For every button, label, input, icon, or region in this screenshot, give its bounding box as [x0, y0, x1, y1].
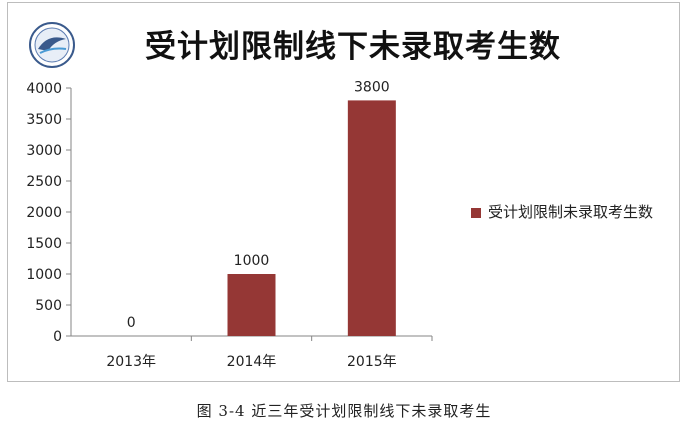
data-label: 1000 [234, 253, 270, 269]
chart-title: 受计划限制线下未录取考生数 [145, 29, 561, 65]
bar-2015年 [347, 100, 396, 337]
y-tick-label: 3500 [26, 112, 62, 128]
figure-caption: 图 3-4 近三年受计划限制线下未录取考生 [196, 402, 492, 420]
y-tick-label: 2500 [26, 174, 62, 190]
legend-swatch [471, 208, 481, 218]
y-tick-label: 1000 [26, 267, 62, 283]
y-tick-label: 1500 [26, 236, 62, 252]
legend-label: 受计划限制未录取考生数 [488, 203, 654, 221]
data-label: 3800 [354, 79, 390, 95]
x-tick-label: 2013年 [106, 354, 156, 370]
chart-frame: 受计划限制线下未录取考生数 0 500 1000 1500 2000 2500 3000 35… [7, 2, 680, 382]
university-logo-icon [29, 22, 75, 68]
bar-chart: 0 500 1000 1500 2000 2500 3000 3500 4000 0 2013年 10… [26, 79, 433, 370]
y-tick-label: 3000 [26, 143, 62, 159]
x-tick-label: 2015年 [347, 354, 397, 370]
x-tick-label: 2014年 [227, 354, 277, 370]
data-label: 0 [127, 315, 136, 331]
bar-2014年 [227, 274, 276, 336]
y-tick-label: 0 [53, 329, 62, 345]
y-tick-label: 2000 [26, 205, 62, 221]
y-tick-label: 4000 [26, 81, 62, 97]
y-tick-label: 500 [35, 298, 62, 314]
